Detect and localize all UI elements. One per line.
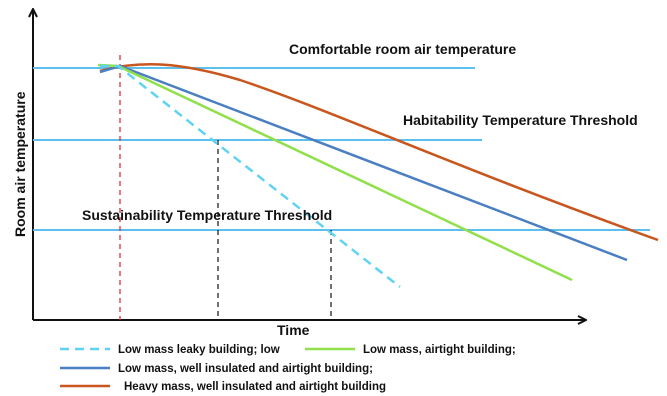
series-heavy-mass-well-insulated (99, 62, 659, 242)
y-axis-label: Room air temperature (12, 91, 28, 237)
series-low-mass-leaky (100, 64, 401, 288)
comfortable-temperature-label: Comfortable room air temperature (289, 41, 516, 57)
sustainability-threshold-label: Sustainability Temperature Threshold (82, 207, 332, 223)
x-axis-label: Time (277, 322, 310, 338)
legend-label-low-mass-well-insulated: Low mass, well insulated and airtight bu… (118, 363, 373, 375)
habitability-threshold-label: Habitability Temperature Threshold (403, 112, 638, 128)
series-low-mass-airtight (97, 63, 573, 282)
legend-label-heavy-mass-well-insulated: Heavy mass, well insulated and airtight … (124, 381, 386, 393)
legend-label-low-mass-airtight: Low mass, airtight building; (363, 344, 516, 356)
legend-label-low-mass-leaky: Low mass leaky building; low (118, 344, 280, 356)
